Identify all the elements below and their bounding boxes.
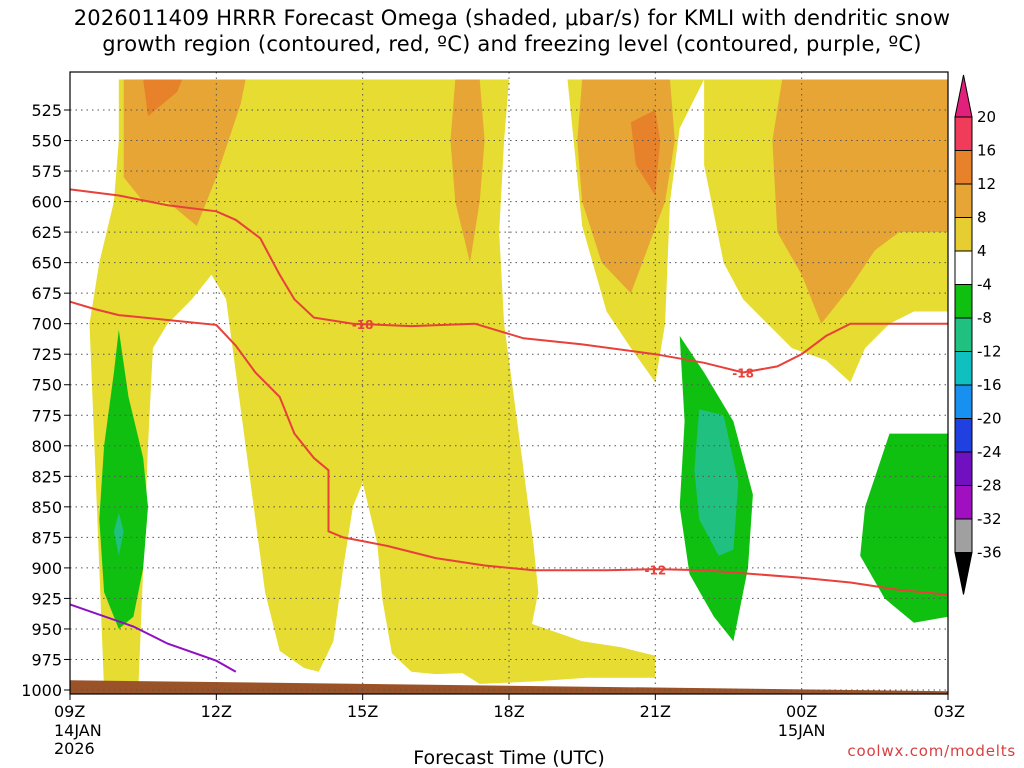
chart-title-line-2: growth region (contoured, red, ºC) and f…	[102, 32, 922, 56]
y-tick-label-675: 675	[31, 284, 62, 303]
contour-minus-12-isotherm	[70, 300, 948, 596]
credit-link[interactable]: coolwx.com/modelts	[847, 742, 1016, 760]
x-tick-label-12Z: 12Z	[201, 702, 232, 721]
y-tick-label-875: 875	[31, 528, 62, 547]
x-tick-year-2026: 2026	[54, 739, 95, 758]
colorbar-swatch-3	[954, 217, 973, 252]
omega-region-plus-12-to-16-left	[143, 79, 183, 117]
colorbar-label-13: -36	[977, 544, 1002, 562]
colorbar-label-10: -24	[977, 443, 1002, 461]
omega-region-minus-4-to-8-left	[99, 329, 148, 629]
x-axis-title: Forecast Time (UTC)	[413, 747, 604, 768]
colorbar-swatch-8	[954, 384, 973, 419]
y-tick-label-1000: 1000	[21, 681, 62, 700]
x-tick-label-15Z: 15Z	[347, 702, 378, 721]
y-tick-label-525: 525	[31, 101, 62, 120]
omega-region-plus-4-to-8-left	[89, 79, 539, 690]
colorbar-label-0: 20	[977, 108, 996, 126]
y-tick-label-600: 600	[31, 193, 62, 212]
colorbar-bottom-arrow	[954, 552, 973, 595]
omega-region-minus-8-to-12-mid	[694, 409, 739, 556]
omega-region-plus-12-to-16-right	[630, 110, 661, 196]
y-tick-label-900: 900	[31, 559, 62, 578]
x-tick-date-14JAN: 14JAN	[54, 721, 102, 740]
chart-title-line-1: 2026011409 HRRR Forecast Omega (shaded, …	[73, 6, 951, 30]
colorbar-swatch-5	[954, 284, 973, 319]
freezing-zero-isotherm	[70, 603, 237, 673]
omega-region-plus-8-to-12-left	[123, 79, 246, 226]
colorbar-swatch-7	[954, 351, 973, 386]
colorbar-label-9: -20	[977, 410, 1002, 428]
colorbar-swatch-4	[954, 250, 973, 285]
colorbar-label-7: -12	[977, 343, 1002, 361]
pressure-axis: 525 550 575 600 625 650 675 700 725 750 775 800 825 8…	[21, 101, 70, 700]
y-tick-label-825: 825	[31, 467, 62, 486]
colorbar-label-8: -16	[977, 376, 1002, 394]
colorbar-top-arrow	[954, 74, 973, 118]
colorbar-swatch-0	[954, 116, 973, 151]
colorbar-label-6: -8	[977, 309, 992, 327]
omega-region-plus-4-to-8-lower-blob	[460, 604, 656, 684]
x-tick-label-03Z: 03Z	[934, 702, 965, 721]
omega-shading	[70, 79, 948, 694]
colorbar-label-1: 16	[977, 142, 996, 160]
y-tick-label-750: 750	[31, 376, 62, 395]
omega-region-minus-8-to-12-left	[113, 512, 124, 556]
y-tick-label-925: 925	[31, 589, 62, 608]
x-tick-date-15JAN: 15JAN	[778, 721, 826, 740]
y-tick-label-700: 700	[31, 315, 62, 334]
y-tick-label-650: 650	[31, 254, 62, 273]
x-tick-label-00Z: 00Z	[786, 702, 817, 721]
contour-minus-18-isotherm	[70, 188, 948, 374]
colorbar-swatch-2	[954, 183, 973, 218]
x-tick-label-09Z: 09Z	[54, 702, 85, 721]
y-tick-label-975: 975	[31, 650, 62, 669]
colorbar-swatch-1	[954, 150, 973, 185]
x-tick-label-18Z: 18Z	[493, 702, 524, 721]
colorbar-swatch-9	[954, 418, 973, 453]
y-tick-label-800: 800	[31, 437, 62, 456]
colorbar-swatch-12	[954, 518, 973, 553]
y-tick-label-575: 575	[31, 162, 62, 181]
colorbar-swatch-11	[954, 485, 973, 520]
y-tick-label-950: 950	[31, 620, 62, 639]
omega-region-plus-8-to-12-right2	[772, 79, 948, 324]
colorbar-label-4: 4	[977, 242, 987, 260]
colorbar-label-3: 8	[977, 209, 987, 227]
y-tick-label-550: 550	[31, 132, 62, 151]
omega-region-minus-4-to-8-right	[860, 433, 948, 623]
colorbar-swatch-6	[954, 317, 973, 352]
ground-terrain	[70, 680, 948, 694]
colorbar-label-12: -32	[977, 510, 1002, 528]
x-tick-label-21Z: 21Z	[640, 702, 671, 721]
colorbar-label-11: -28	[977, 477, 1002, 495]
colorbar: 20 16 12 8 4 -4 -8 -12 -16 -20 -24 -28 -32 -36	[954, 74, 1002, 595]
y-tick-label-725: 725	[31, 345, 62, 364]
contour-label-minus-18-isotherm-0: -18	[352, 318, 374, 332]
colorbar-swatch-10	[954, 451, 973, 486]
omega-region-plus-8-to-12-mid	[450, 79, 485, 263]
colorbar-label-5: -4	[977, 276, 992, 294]
y-tick-label-625: 625	[31, 223, 62, 242]
contour-label-minus-18-isotherm-1: -18	[732, 367, 754, 381]
temperature-contours	[70, 188, 948, 673]
y-tick-label-775: 775	[31, 406, 62, 425]
y-tick-label-850: 850	[31, 498, 62, 517]
colorbar-label-2: 12	[977, 175, 996, 193]
contour-label-minus-12-isotherm-0: -12	[644, 563, 666, 577]
contour-labels: -18 -18 -12	[352, 318, 754, 577]
